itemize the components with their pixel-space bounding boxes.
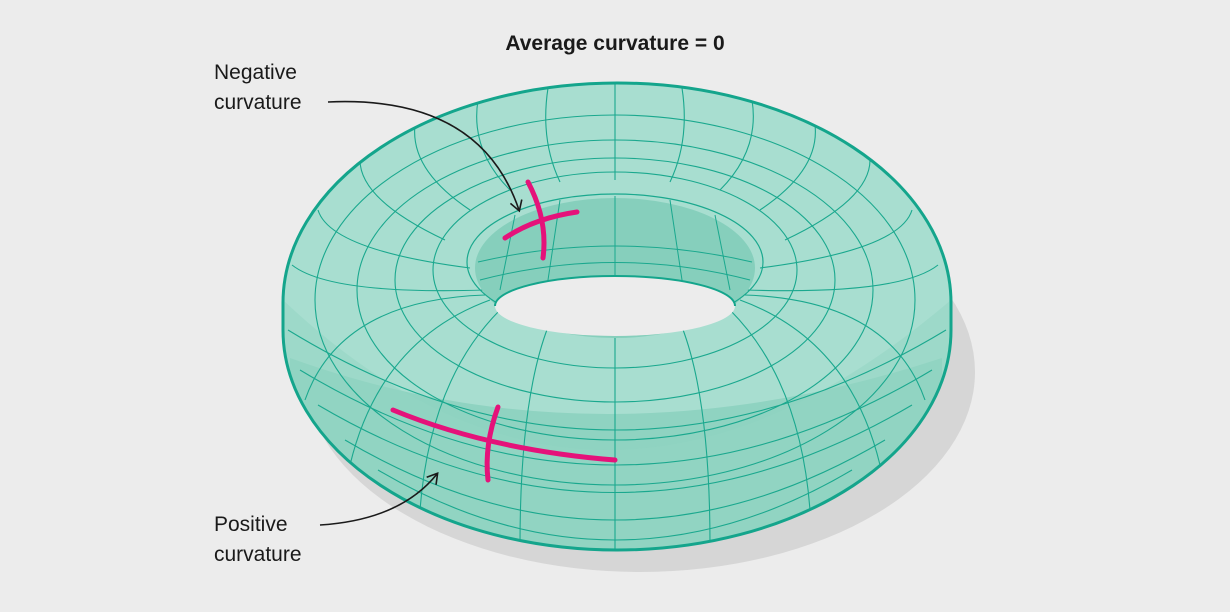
torus-outline <box>281 81 953 552</box>
positive-label-line1: Positive <box>214 513 288 536</box>
positive-curvature-arrow <box>319 472 439 526</box>
negative-curvature-arrow <box>327 100 523 213</box>
positive-label-line2: curvature <box>214 543 302 566</box>
torus-lower-band <box>283 300 951 550</box>
hole-edge <box>494 275 736 307</box>
negative-label-line2: curvature <box>214 91 302 114</box>
positive-curvature-label: Positive curvature <box>214 510 302 570</box>
negative-label-line1: Negative <box>214 61 297 84</box>
positive-curvature-marks <box>390 404 618 483</box>
negative-curvature-marks <box>502 179 580 261</box>
negative-curvature-label: Negative curvature <box>214 58 302 118</box>
torus-hole <box>495 276 735 336</box>
diagram-title: Average curvature = 0 <box>505 32 725 55</box>
longitude-grid <box>291 84 939 550</box>
